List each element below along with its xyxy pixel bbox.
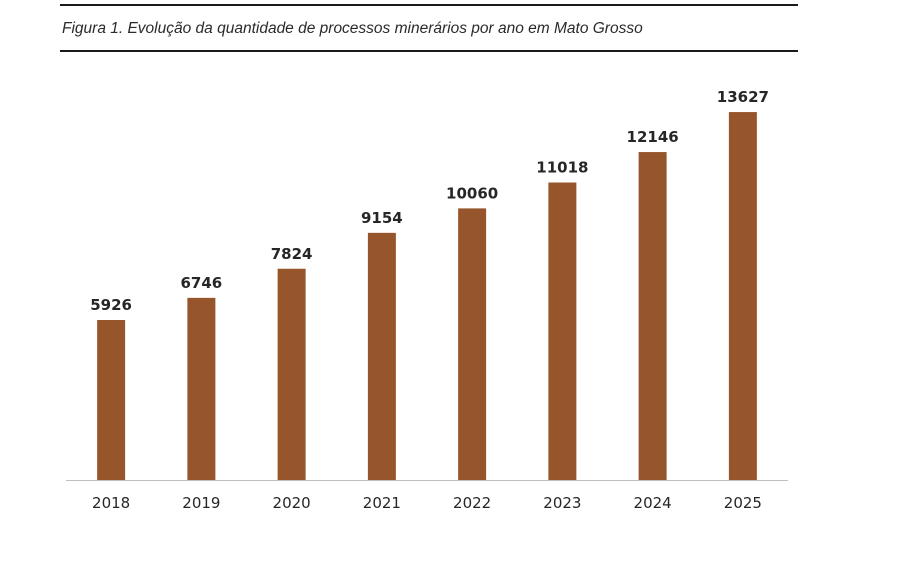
data-label-2024: 12146	[627, 128, 679, 146]
data-label-2021: 9154	[361, 209, 403, 227]
x-tick-label-2021: 2021	[363, 494, 401, 512]
bar-2020	[277, 268, 306, 480]
bar-2024	[638, 152, 667, 481]
x-tick-label-2023: 2023	[543, 494, 581, 512]
x-tick-label-2022: 2022	[453, 494, 491, 512]
x-tick-label-2019: 2019	[182, 494, 220, 512]
figure-caption-block: Figura 1. Evolução da quantidade de proc…	[60, 4, 798, 52]
bar-2023	[548, 182, 577, 480]
data-label-2018: 5926	[90, 296, 132, 314]
bar-2022	[458, 208, 487, 480]
data-label-2019: 6746	[181, 274, 223, 292]
x-tick-label-2024: 2024	[634, 494, 672, 512]
x-tick-labels-group: 2018 2019 2020 2021 2022 2023 2024 2025	[92, 494, 762, 512]
x-tick-label-2020: 2020	[273, 494, 311, 512]
data-label-2020: 7824	[271, 245, 313, 263]
bar-2019	[187, 297, 216, 480]
data-label-2022: 10060	[446, 184, 498, 202]
bar-2021	[367, 232, 396, 480]
x-tick-label-2025: 2025	[724, 494, 762, 512]
bar-2025	[728, 112, 757, 481]
data-labels-group: 5926 6746 7824 9154 10060 11018 12146 13627	[90, 88, 769, 314]
figure-caption: Figura 1. Evolução da quantidade de proc…	[62, 20, 643, 37]
bar-2018	[97, 319, 126, 480]
x-tick-label-2018: 2018	[92, 494, 130, 512]
data-label-2023: 11018	[536, 159, 588, 177]
bars-group	[97, 112, 757, 481]
data-label-2025: 13627	[717, 88, 769, 106]
